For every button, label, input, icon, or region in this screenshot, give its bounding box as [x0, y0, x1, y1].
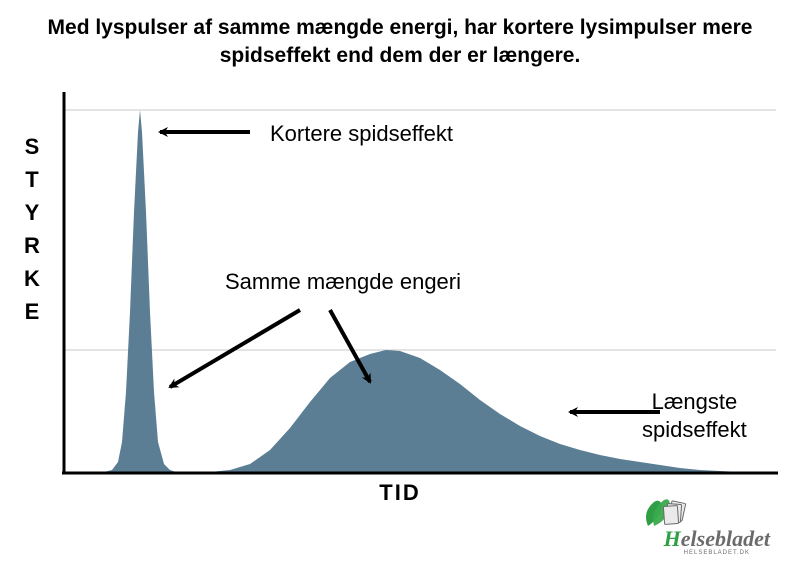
y-axis-label: STYRKE	[22, 130, 44, 328]
longest-peak-label: Længste spidseffekt	[642, 388, 747, 443]
figure-container: Med lyspulser af samme mængde energi, ha…	[0, 0, 800, 566]
longest-peak-line1: Længste	[652, 389, 738, 414]
short-peak-label: Kortere spidseffekt	[270, 120, 453, 148]
logo-text: Helsebladet HELSEBLADET.DK	[664, 526, 770, 556]
chart-title: Med lyspulser af samme mængde energi, ha…	[0, 14, 800, 71]
same-energy-label: Samme mængde engeri	[225, 268, 461, 296]
short-pulse-area	[104, 110, 176, 472]
logo-icon	[640, 492, 690, 530]
longest-peak-line2: spidseffekt	[642, 417, 747, 442]
logo-brand-prefix: H	[664, 526, 681, 551]
logo-brand-rest: elsebladet	[681, 526, 770, 551]
